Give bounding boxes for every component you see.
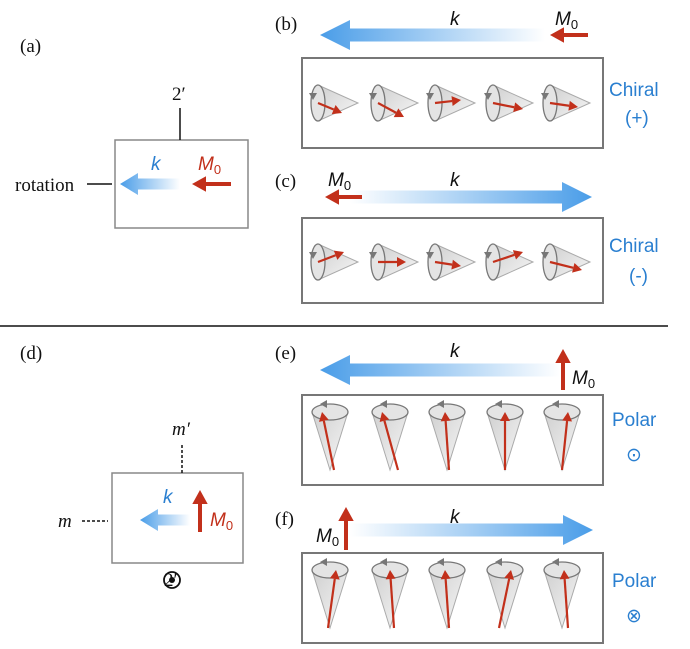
kind-label: Chiral: [609, 236, 659, 257]
out-of-plane-dot: [169, 577, 175, 583]
m-sub: 0: [588, 376, 595, 391]
axis-label: 2′: [172, 84, 186, 105]
k-label: k: [450, 170, 461, 191]
m: M: [555, 9, 571, 30]
k-label: k: [151, 154, 162, 175]
k-arrow: [320, 20, 545, 50]
symbol: ⊗: [626, 606, 642, 627]
k-arrow: [140, 509, 190, 531]
m-sub: 0: [226, 518, 233, 533]
m-sub: 0: [332, 534, 339, 549]
panel-label: (e): [275, 343, 296, 364]
m-arrow-head: [555, 349, 570, 363]
axis-label: rotation: [15, 175, 75, 196]
cone-base: [312, 562, 348, 578]
m: M: [316, 526, 332, 547]
cone: [312, 412, 348, 470]
m: M: [328, 170, 344, 191]
panel-label: (a): [20, 36, 41, 57]
k-arrow: [350, 515, 593, 545]
m-label: M0: [572, 368, 595, 391]
m: M: [210, 510, 226, 531]
m-label: M0: [316, 526, 339, 549]
cone-base: [372, 404, 408, 420]
m: M: [198, 154, 214, 175]
sign-label: (+): [625, 108, 649, 129]
axis-label: m: [58, 511, 72, 532]
cone-base: [312, 404, 348, 420]
m-sub: 0: [571, 17, 578, 32]
cone-base: [487, 562, 523, 578]
m: M: [572, 368, 588, 389]
k-label: k: [163, 487, 174, 508]
m-arrow-head: [338, 507, 353, 521]
figure: (a) 2′ rotation k M0 (b) k M0 Chiral (+)…: [0, 0, 690, 649]
layout: [0, 58, 668, 643]
m-label: M0: [210, 510, 233, 533]
m-arrow-head: [325, 189, 339, 204]
kind-label: Polar: [612, 410, 657, 431]
m-arrow-head: [192, 490, 207, 504]
m-sub: 0: [344, 178, 351, 193]
cone-base: [544, 404, 580, 420]
kind-label: Polar: [612, 571, 657, 592]
panel-label: (b): [275, 14, 297, 35]
k-label: k: [450, 341, 461, 362]
symbol: ⊙: [626, 445, 642, 466]
panel-label: (f): [275, 509, 294, 530]
m-arrow-head: [192, 176, 206, 191]
panel-label: (d): [20, 343, 42, 364]
kind-label: Chiral: [609, 80, 659, 101]
m-label: M0: [555, 9, 578, 32]
k-arrow: [350, 182, 592, 212]
k-label: k: [450, 9, 461, 30]
m-label: M0: [328, 170, 351, 193]
panel-label: (c): [275, 171, 296, 192]
m-label: M0: [198, 154, 221, 177]
k-arrow: [120, 173, 180, 195]
axis-label: m′: [172, 419, 191, 440]
m-sub: 0: [214, 162, 221, 177]
k-arrow: [320, 355, 560, 385]
sign-label: (-): [629, 266, 648, 287]
